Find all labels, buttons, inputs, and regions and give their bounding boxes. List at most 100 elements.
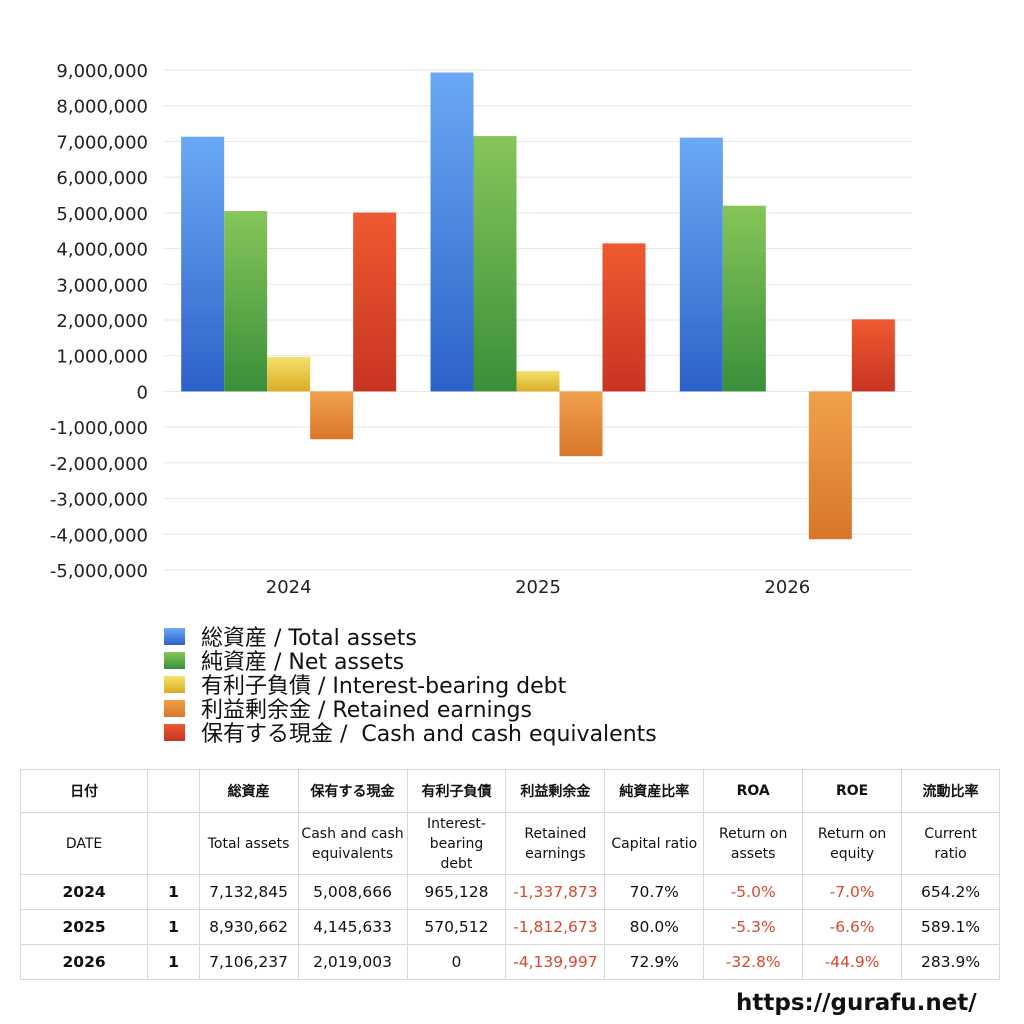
- legend-item-net-assets: 純資産 / Net assets: [164, 648, 657, 675]
- y-tick-label: 8,000,000: [56, 97, 148, 118]
- bar: [851, 319, 895, 392]
- y-tick-label: -1,000,000: [50, 418, 148, 439]
- capital-ratio-cell: 72.9%: [604, 944, 705, 980]
- roe-cell: -6.6%: [802, 909, 903, 945]
- legend-item-total-assets: 総資産 / Total assets: [164, 624, 657, 651]
- y-tick-label: 4,000,000: [56, 240, 148, 261]
- cash-cell: 4,145,633: [297, 909, 408, 945]
- debt-cell: 965,128: [406, 874, 507, 910]
- header-cell: 有利子負債: [406, 769, 507, 813]
- header-cell: Interest- bearing debt: [406, 812, 507, 875]
- total-assets-cell: 7,132,845: [198, 874, 299, 910]
- date-cell: 2026: [19, 944, 149, 980]
- y-tick-label: -2,000,000: [50, 454, 148, 475]
- y-tick-label: 6,000,000: [56, 168, 148, 189]
- month-cell: 1: [147, 944, 200, 980]
- header-cell: 保有する現金: [297, 769, 408, 813]
- legend-label: 有利子負債 / Interest-bearing debt: [201, 674, 567, 699]
- header-cell: Total assets: [198, 812, 299, 875]
- month-cell: 1: [147, 874, 200, 910]
- bar: [516, 371, 560, 392]
- roe-cell: -7.0%: [802, 874, 903, 910]
- current-ratio-cell: 283.9%: [901, 944, 1000, 980]
- header-cell: ROE: [802, 769, 903, 813]
- roa-cell: -32.8%: [703, 944, 804, 980]
- header-cell: DATE: [19, 812, 149, 875]
- y-tick-label: 1,000,000: [56, 347, 148, 368]
- y-tick-label: 9,000,000: [56, 61, 148, 82]
- legend-label: 総資産 / Total assets: [201, 626, 417, 651]
- bar: [267, 356, 311, 392]
- total-assets-cell: 8,930,662: [198, 909, 299, 945]
- header-cell: 純資産比率: [604, 769, 705, 813]
- cash-cell: 5,008,666: [297, 874, 408, 910]
- bar: [224, 211, 268, 392]
- table-header-row-ja: 日付 総資産 保有する現金 有利子負債 利益剰余金 純資産比率 ROA ROE …: [19, 769, 1000, 813]
- chart-legend: 総資産 / Total assets 純資産 / Net assets 有利子負…: [164, 624, 657, 747]
- retained-earnings-cell: -1,337,873: [505, 874, 606, 910]
- bar-chart: 9,000,000 8,000,000 7,000,000 6,000,000 5,00…: [50, 61, 912, 598]
- bar: [181, 136, 225, 392]
- header-cell: Retained earnings: [505, 812, 606, 875]
- table-header-row-en: DATE Total assets Cash and cash equivale…: [19, 812, 1000, 875]
- header-cell: 総資産: [198, 769, 299, 813]
- header-cell: 流動比率: [901, 769, 1000, 813]
- bar: [808, 391, 852, 540]
- table-row: 2024 1 7,132,845 5,008,666 965,128 -1,33…: [19, 874, 1000, 910]
- legend-item-cash: 保有する現金 / Cash and cash equivalents: [164, 720, 657, 747]
- header-cell: ROA: [703, 769, 804, 813]
- header-cell: 利益剰余金: [505, 769, 606, 813]
- roa-cell: -5.0%: [703, 874, 804, 910]
- header-cell: Cash and cash equivalents: [297, 812, 408, 875]
- header-cell: [147, 812, 200, 875]
- legend-swatch-retained-earnings: [164, 699, 185, 717]
- legend-swatch-total-assets: [164, 627, 185, 645]
- debt-cell: 0: [406, 944, 507, 980]
- bar: [722, 205, 766, 392]
- bar: [602, 243, 646, 392]
- legend-item-interest-bearing-debt: 有利子負債 / Interest-bearing debt: [164, 672, 657, 699]
- legend-swatch-net-assets: [164, 651, 185, 669]
- roe-cell: -44.9%: [802, 944, 903, 980]
- x-tick-label: 2024: [266, 577, 312, 598]
- bar: [430, 72, 474, 392]
- legend-item-retained-earnings: 利益剰余金 / Retained earnings: [164, 696, 657, 723]
- financial-summary-table: 日付 総資産 保有する現金 有利子負債 利益剰余金 純資産比率 ROA ROE …: [19, 769, 1000, 980]
- month-cell: 1: [147, 909, 200, 945]
- bar: [310, 391, 354, 440]
- bar: [559, 391, 603, 457]
- debt-cell: 570,512: [406, 909, 507, 945]
- y-tick-label: -5,000,000: [50, 561, 148, 582]
- y-tick-label: 7,000,000: [56, 132, 148, 153]
- y-tick-label: 0: [137, 382, 148, 403]
- y-tick-label: 3,000,000: [56, 275, 148, 296]
- capital-ratio-cell: 70.7%: [604, 874, 705, 910]
- header-cell: 日付: [19, 769, 149, 813]
- y-tick-label: -3,000,000: [50, 490, 148, 511]
- header-cell: [147, 769, 200, 813]
- y-tick-label: 5,000,000: [56, 204, 148, 225]
- current-ratio-cell: 654.2%: [901, 874, 1000, 910]
- cash-cell: 2,019,003: [297, 944, 408, 980]
- bar: [679, 137, 723, 392]
- header-cell: Current ratio: [901, 812, 1000, 875]
- bar: [353, 212, 397, 392]
- date-cell: 2024: [19, 874, 149, 910]
- x-tick-label: 2025: [515, 577, 561, 598]
- y-tick-label: -4,000,000: [50, 525, 148, 546]
- legend-label: 純資産 / Net assets: [201, 650, 405, 675]
- legend-label: 利益剰余金 / Retained earnings: [201, 698, 532, 723]
- y-tick-label: 2,000,000: [56, 311, 148, 332]
- legend-swatch-cash: [164, 723, 185, 741]
- table-row: 2026 1 7,106,237 2,019,003 0 -4,139,997 …: [19, 944, 1000, 980]
- site-url: https://gurafu.net/: [736, 990, 977, 1016]
- x-tick-label: 2026: [764, 577, 810, 598]
- capital-ratio-cell: 80.0%: [604, 909, 705, 945]
- header-cell: Return on equity: [802, 812, 903, 875]
- header-cell: Capital ratio: [604, 812, 705, 875]
- legend-label: 保有する現金 / Cash and cash equivalents: [201, 722, 657, 747]
- current-ratio-cell: 589.1%: [901, 909, 1000, 945]
- table-row: 2025 1 8,930,662 4,145,633 570,512 -1,81…: [19, 909, 1000, 945]
- legend-swatch-interest-bearing-debt: [164, 675, 185, 693]
- retained-earnings-cell: -4,139,997: [505, 944, 606, 980]
